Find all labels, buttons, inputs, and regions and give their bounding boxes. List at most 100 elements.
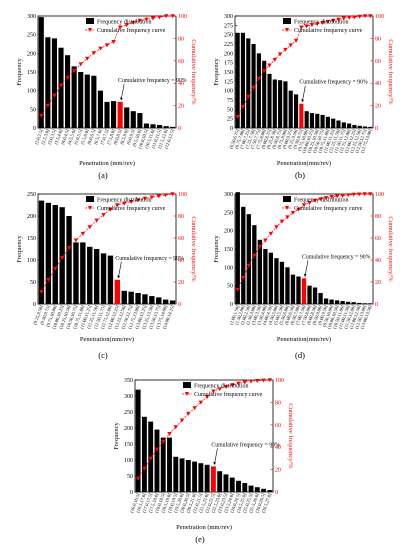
y-tick-label: 250 [27, 192, 36, 198]
bar [252, 225, 257, 304]
cumulative-point [255, 379, 260, 383]
bar [137, 113, 143, 128]
legend-bar-label: Frequency distribution [194, 384, 249, 390]
cumulative-point [315, 22, 320, 27]
bar [242, 483, 248, 492]
y2-tick-label: 60 [375, 59, 381, 65]
bar [268, 252, 274, 304]
cumulative-point [351, 192, 356, 197]
y2-tick-label: 60 [178, 59, 184, 65]
cumulative-point [80, 231, 86, 236]
bar [169, 300, 176, 304]
cumulative-point [85, 56, 90, 61]
cumulative-point [135, 476, 141, 481]
bar [334, 300, 340, 304]
panel-caption: (b) [295, 170, 305, 180]
y2-tick-label: 80 [178, 214, 184, 220]
cumulative-point [150, 16, 156, 21]
bar [261, 488, 267, 492]
bar [156, 297, 162, 304]
cumulative-point [274, 225, 279, 230]
cumulative-point [268, 231, 274, 236]
bar [204, 464, 210, 492]
y-tick-label: 150 [224, 70, 233, 76]
y2-tick-label: 0 [178, 302, 181, 308]
bar [362, 126, 368, 128]
plot-frame [134, 379, 274, 493]
y-tick-label: 200 [124, 426, 133, 432]
y-tick-label: 300 [224, 14, 233, 20]
y-tick-label: 25 [227, 117, 233, 123]
x-tick-label: (7.0,7.5] [99, 128, 110, 145]
bar [320, 114, 325, 128]
bar [162, 299, 169, 304]
y2-tick-label: 60 [178, 236, 184, 242]
cumulative-point [368, 14, 373, 19]
bar [185, 460, 191, 492]
y-tick-label: 300 [224, 192, 233, 198]
bar [173, 456, 179, 492]
cumulative-point [122, 201, 127, 206]
bar [274, 258, 279, 304]
y2-tick-label: 80 [275, 400, 281, 406]
x-tick-label: (9.5,10.0] [131, 128, 143, 147]
y2-tick-label: 60 [275, 423, 281, 429]
legend-bar-label: Frequency distribution [294, 20, 349, 26]
bar [52, 205, 58, 304]
bar [357, 302, 362, 304]
x-tick-label: (4.0,4.5] [60, 128, 71, 145]
y-tick-label: 300 [124, 394, 133, 400]
bar [312, 287, 318, 304]
cumulative-curve [137, 379, 270, 479]
cumulative-point [179, 418, 185, 423]
cumulative-point [137, 18, 143, 23]
bar [229, 477, 235, 492]
cumulative-point [362, 14, 368, 19]
legend-bar-swatch [86, 196, 94, 202]
y-tick-label: 300 [27, 14, 36, 20]
cumulative-point [288, 43, 293, 48]
x-axis-label: Penetration(mm/rev) [80, 336, 134, 343]
bar [248, 485, 254, 492]
y-tick-label: 200 [224, 229, 233, 235]
legend-line-label: Cumulative frequency curve [294, 27, 363, 34]
bar [325, 116, 330, 128]
cumulative-point [320, 20, 325, 25]
x-tick-label: (8.5,9.0] [119, 128, 130, 145]
y-tick-label: 150 [124, 442, 133, 448]
chart-panel-c: 050100150200250020406080100(9.25,9.50](9… [16, 192, 197, 360]
bar [100, 253, 107, 304]
bar [246, 214, 251, 304]
bar [329, 299, 334, 304]
annotation-arrow [302, 85, 306, 102]
y-tick-label: 100 [224, 265, 233, 271]
cumulative-point [336, 17, 341, 22]
cumulative-point [242, 380, 247, 385]
bar [59, 207, 65, 304]
cumulative-point [263, 238, 268, 243]
cumulative-point [352, 15, 357, 20]
y-tick-label: 50 [127, 474, 133, 480]
bar [267, 490, 273, 492]
x-tick-label: (3.0,3.5] [47, 128, 58, 145]
bar [128, 291, 134, 304]
cumulative-point [135, 198, 141, 203]
legend-line-label: Cumulative frequency curve [194, 391, 263, 398]
cumulative-point [58, 83, 64, 88]
bar [235, 192, 240, 304]
cumulative-point [53, 267, 58, 271]
y2-tick-label: 20 [375, 104, 381, 110]
bar [179, 458, 185, 492]
bar [157, 125, 163, 128]
bar [318, 293, 323, 304]
bar [315, 113, 320, 128]
y-tick-label: 175 [224, 61, 233, 67]
y-axis-label: Frequency [16, 58, 23, 86]
y2-tick-label: 100 [275, 378, 284, 384]
cumulative-point [330, 18, 336, 23]
cumulative-point [144, 17, 149, 22]
y-tick-label: 50 [227, 107, 233, 113]
x-tick-label: (2.5,3.0] [40, 128, 51, 145]
bar [107, 255, 114, 304]
bar [73, 242, 79, 304]
